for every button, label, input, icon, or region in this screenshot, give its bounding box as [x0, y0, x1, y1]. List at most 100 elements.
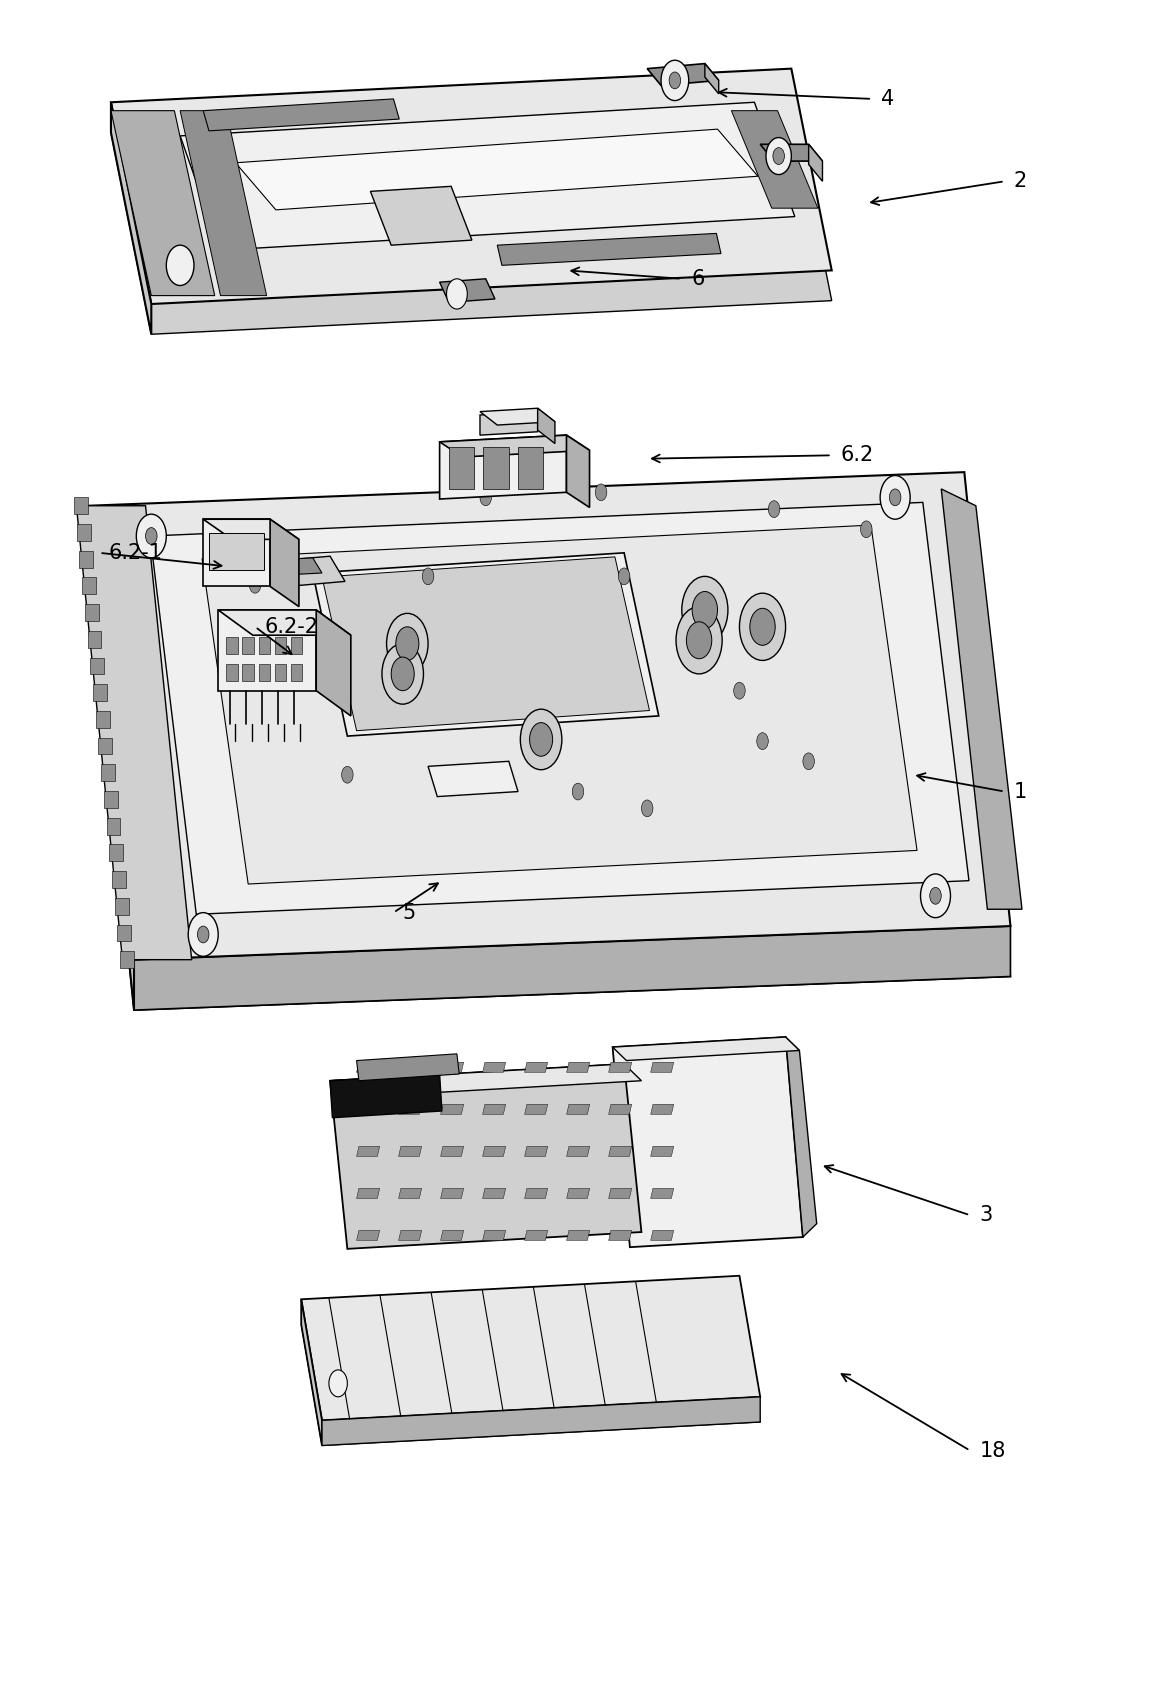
Polygon shape [323, 1396, 761, 1445]
Polygon shape [651, 1231, 674, 1241]
Polygon shape [90, 657, 104, 674]
Polygon shape [243, 637, 254, 653]
Polygon shape [566, 1189, 590, 1199]
Polygon shape [609, 1231, 631, 1241]
Text: 4: 4 [881, 89, 895, 109]
Text: 5: 5 [402, 903, 416, 923]
Polygon shape [331, 1074, 442, 1118]
Polygon shape [273, 556, 344, 586]
Polygon shape [651, 1105, 674, 1115]
Polygon shape [218, 610, 317, 690]
Polygon shape [651, 1063, 674, 1073]
Polygon shape [227, 663, 238, 680]
Polygon shape [80, 551, 94, 568]
Polygon shape [482, 1147, 505, 1157]
Circle shape [757, 733, 769, 749]
Circle shape [889, 488, 901, 505]
Polygon shape [275, 663, 287, 680]
Circle shape [341, 766, 353, 783]
Polygon shape [76, 505, 192, 960]
Polygon shape [134, 926, 1010, 1010]
Polygon shape [480, 411, 538, 434]
Polygon shape [356, 1054, 459, 1081]
Polygon shape [428, 761, 518, 797]
Polygon shape [356, 1189, 379, 1199]
Polygon shape [525, 1231, 548, 1241]
Polygon shape [302, 1276, 761, 1420]
Polygon shape [440, 1189, 464, 1199]
Circle shape [188, 913, 218, 957]
Polygon shape [331, 1064, 642, 1250]
Polygon shape [566, 1105, 590, 1115]
Polygon shape [732, 111, 818, 209]
Circle shape [198, 926, 209, 943]
Polygon shape [106, 818, 120, 835]
Polygon shape [111, 69, 831, 305]
Polygon shape [786, 1037, 817, 1238]
Polygon shape [497, 234, 721, 266]
Text: 6: 6 [691, 269, 704, 288]
Polygon shape [323, 557, 650, 731]
Circle shape [773, 148, 785, 165]
Polygon shape [110, 844, 124, 861]
Circle shape [146, 527, 157, 544]
Circle shape [422, 568, 434, 584]
Circle shape [381, 643, 423, 704]
Circle shape [661, 61, 689, 101]
Polygon shape [203, 99, 399, 131]
Polygon shape [482, 1105, 505, 1115]
Circle shape [669, 72, 681, 89]
Polygon shape [439, 434, 590, 456]
Polygon shape [609, 1063, 631, 1073]
Polygon shape [291, 663, 303, 680]
Polygon shape [809, 145, 822, 182]
Circle shape [136, 514, 166, 557]
Polygon shape [96, 711, 110, 727]
Circle shape [920, 874, 950, 918]
Polygon shape [271, 519, 299, 606]
Circle shape [766, 138, 792, 175]
Polygon shape [941, 488, 1022, 909]
Circle shape [692, 591, 718, 628]
Polygon shape [356, 1063, 379, 1073]
Polygon shape [651, 1147, 674, 1157]
Text: 18: 18 [979, 1440, 1006, 1460]
Polygon shape [566, 1231, 590, 1241]
Circle shape [734, 682, 746, 699]
Circle shape [642, 800, 653, 817]
Polygon shape [180, 103, 795, 251]
Polygon shape [227, 637, 238, 653]
Text: 1: 1 [1014, 781, 1028, 802]
Polygon shape [399, 1063, 422, 1073]
Polygon shape [202, 525, 917, 884]
Polygon shape [150, 502, 969, 914]
Polygon shape [111, 103, 151, 333]
Polygon shape [439, 280, 495, 303]
Polygon shape [525, 1105, 548, 1115]
Text: 3: 3 [979, 1206, 993, 1226]
Polygon shape [609, 1189, 631, 1199]
Circle shape [676, 606, 722, 674]
Circle shape [529, 722, 553, 756]
Polygon shape [370, 187, 472, 246]
Polygon shape [399, 1147, 422, 1157]
Polygon shape [180, 111, 267, 296]
Polygon shape [259, 637, 271, 653]
Circle shape [803, 753, 815, 770]
Polygon shape [356, 1105, 379, 1115]
Polygon shape [609, 1147, 631, 1157]
Polygon shape [317, 610, 350, 716]
Circle shape [572, 783, 584, 800]
Polygon shape [525, 1063, 548, 1073]
Polygon shape [114, 898, 128, 914]
Polygon shape [120, 951, 134, 968]
Polygon shape [98, 738, 112, 754]
Polygon shape [651, 1189, 674, 1199]
Circle shape [769, 500, 780, 517]
Polygon shape [518, 446, 543, 488]
Polygon shape [209, 532, 265, 569]
Polygon shape [82, 578, 96, 594]
Polygon shape [356, 1231, 379, 1241]
Circle shape [395, 626, 418, 660]
Polygon shape [439, 434, 566, 498]
